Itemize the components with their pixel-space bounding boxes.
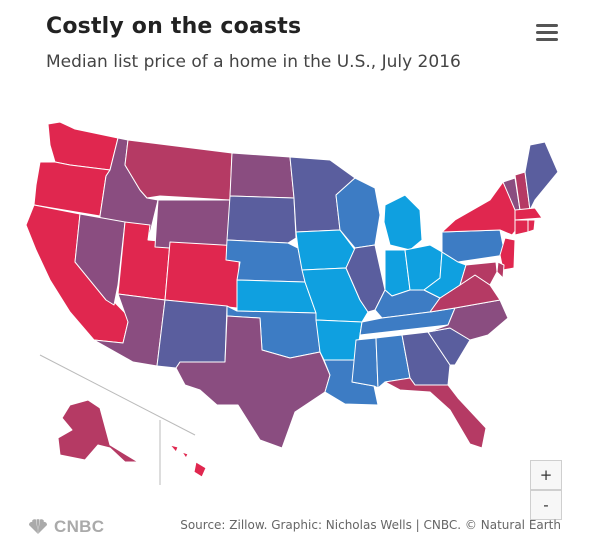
hamburger-menu-icon[interactable] [536,24,558,42]
chart-subtitle: Median list price of a home in the U.S.,… [46,52,461,72]
logo-text: CNBC [54,517,105,536]
state-illinois[interactable] [345,244,386,313]
state-maine[interactable] [524,141,559,211]
state-florida[interactable] [384,377,487,449]
state-nebraska[interactable] [225,239,306,283]
state-alaska[interactable] [57,399,139,463]
peacock-icon [28,519,48,534]
state-delaware[interactable] [496,261,505,279]
state-new-mexico[interactable] [156,299,228,369]
source-credit: Source: Zillow. Graphic: Nicholas Wells … [180,518,561,532]
state-wisconsin[interactable] [335,177,381,249]
state-rhode-island[interactable] [527,219,536,233]
state-kansas[interactable] [236,279,317,314]
state-south-dakota[interactable] [226,195,297,244]
state-hawaii[interactable] [169,444,207,478]
chart-title: Costly on the coasts [46,14,302,39]
state-massachusetts[interactable] [514,207,543,221]
state-texas[interactable] [175,315,331,449]
state-michigan[interactable] [383,194,423,251]
state-connecticut[interactable] [514,219,529,236]
state-pennsylvania[interactable] [441,229,506,263]
alaska-inset-divider [39,354,196,436]
state-north-dakota[interactable] [229,152,295,199]
state-new-jersey[interactable] [499,237,516,271]
cnbc-logo: CNBC [26,517,104,537]
state-maryland[interactable] [459,261,498,286]
state-mississippi[interactable] [351,337,379,389]
zoom-in-button[interactable]: + [530,460,562,490]
zoom-out-button[interactable]: - [530,490,562,520]
state-montana[interactable] [124,139,233,201]
